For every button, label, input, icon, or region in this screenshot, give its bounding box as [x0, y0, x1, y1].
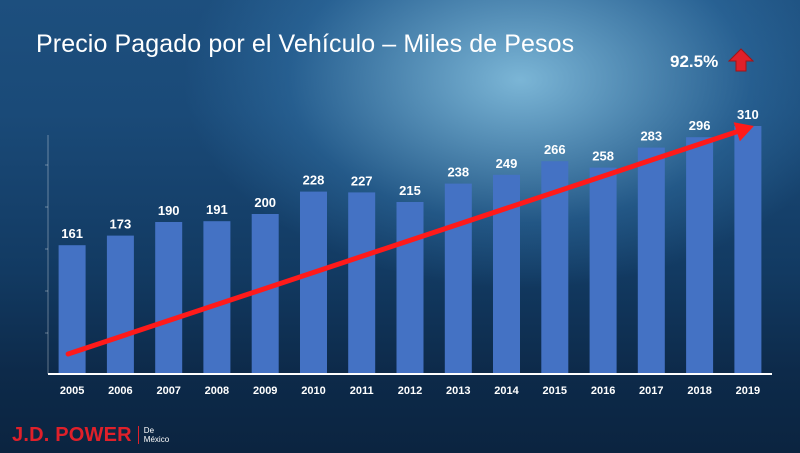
x-tick-label: 2005: [60, 385, 84, 397]
x-tick-label: 2016: [591, 385, 615, 397]
data-label: 161: [61, 226, 83, 241]
bar: [348, 192, 376, 374]
trend-arrowhead: [733, 122, 754, 142]
x-tick-label: 2019: [736, 385, 760, 397]
logo-divider: [137, 426, 139, 444]
x-tick-label: 2011: [350, 385, 374, 397]
x-tick-label: 2017: [639, 385, 663, 397]
growth-percentage: 92.5%: [670, 52, 719, 71]
jd-power-logo: J.D. POWER De México: [12, 423, 169, 447]
logo-sub-line2: México: [143, 435, 170, 444]
x-tick-label: 2013: [446, 385, 470, 397]
logo-subtext: De México: [144, 426, 169, 444]
bar: [106, 235, 134, 374]
data-label: 249: [496, 156, 518, 171]
bar: [203, 221, 231, 374]
x-tick-label: 2015: [543, 385, 567, 397]
x-tick-label: 2007: [156, 385, 180, 397]
bar: [589, 167, 617, 374]
data-label: 227: [351, 173, 373, 188]
bar: [300, 191, 327, 374]
data-label: 296: [689, 118, 711, 133]
bar: [637, 147, 665, 374]
bar: [155, 222, 183, 374]
x-tick-label: 2006: [108, 385, 132, 397]
x-tick-label: 2009: [253, 385, 277, 397]
x-tick-label: 2012: [398, 385, 422, 397]
x-tick-label: 2018: [687, 385, 711, 397]
data-label: 310: [737, 107, 759, 122]
bar: [444, 183, 472, 374]
trend-line: [65, 129, 740, 357]
data-label: 215: [399, 183, 421, 198]
bar: [396, 202, 424, 374]
data-label: 266: [544, 142, 566, 157]
data-label: 191: [206, 202, 228, 217]
data-label: 190: [158, 203, 180, 218]
data-label: 228: [303, 173, 325, 188]
data-label: 200: [254, 195, 276, 210]
logo-sub-line1: De: [143, 426, 155, 435]
data-label: 258: [592, 149, 614, 164]
chart-title: Precio Pagado por el Vehículo – Miles de…: [36, 30, 575, 58]
x-tick-label: 2010: [301, 385, 325, 397]
x-tick-label: 2014: [494, 385, 519, 397]
data-label: 283: [640, 129, 662, 144]
up-arrow-icon: [728, 48, 754, 72]
bar: [686, 137, 714, 374]
logo-text: J.D. POWER: [12, 423, 132, 446]
data-label: 173: [110, 217, 132, 232]
x-tick-label: 2008: [205, 385, 229, 397]
bar: [734, 126, 762, 374]
data-label: 238: [447, 165, 469, 180]
